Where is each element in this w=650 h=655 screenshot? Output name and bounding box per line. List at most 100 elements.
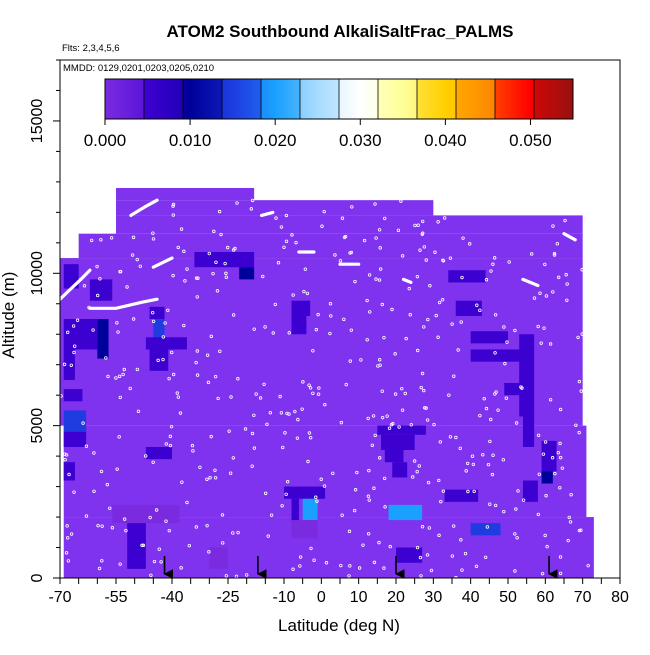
sample-point — [151, 460, 155, 464]
sample-point — [271, 331, 275, 335]
sample-point — [548, 342, 553, 346]
sample-point — [178, 411, 183, 415]
sample-point — [308, 436, 313, 440]
sample-point — [284, 213, 289, 218]
sample-point — [212, 229, 216, 234]
y-axis: 0 5000 10000 15000 — [29, 59, 60, 582]
sample-point — [236, 377, 240, 381]
sample-point — [220, 513, 225, 517]
sample-point — [118, 562, 122, 566]
sample-point — [179, 566, 183, 570]
heatmap-cell — [63, 431, 87, 447]
sample-point — [176, 245, 180, 250]
sample-point — [72, 344, 77, 348]
sample-point — [198, 465, 202, 469]
sample-point — [285, 411, 289, 416]
heatmap-cell — [291, 315, 307, 335]
sample-point — [558, 486, 562, 490]
sample-point — [249, 207, 254, 211]
sample-point — [400, 254, 405, 258]
x-tick-label: 20 — [387, 589, 405, 606]
sample-point — [262, 382, 266, 387]
sample-point — [460, 568, 464, 572]
sample-point — [348, 359, 352, 363]
sample-point — [374, 277, 378, 281]
sample-point — [361, 543, 365, 547]
sample-point — [252, 413, 256, 417]
heatmap-cell — [63, 389, 83, 402]
sample-point — [187, 543, 192, 548]
sample-point — [63, 457, 67, 462]
sample-point — [218, 349, 222, 353]
sample-point — [71, 324, 76, 328]
sample-point — [393, 352, 397, 356]
sample-point — [290, 233, 294, 237]
heatmap-cell — [384, 450, 404, 463]
sample-point — [109, 236, 114, 240]
sample-point — [459, 320, 463, 324]
x-tick-label: -55 — [104, 589, 127, 606]
sample-point — [349, 328, 354, 332]
flight-track — [521, 277, 540, 288]
sample-point — [151, 231, 155, 235]
sample-point — [278, 394, 282, 399]
sample-point — [464, 469, 468, 473]
heatmap-cell — [284, 486, 326, 499]
sample-point — [131, 235, 136, 240]
sample-point — [208, 476, 212, 480]
sample-point — [117, 374, 122, 379]
sample-point — [62, 362, 67, 367]
sample-point — [60, 394, 63, 398]
sample-point — [209, 434, 213, 439]
sample-point — [291, 567, 295, 571]
sample-point — [365, 338, 369, 342]
sample-point — [205, 353, 210, 357]
sample-point — [428, 284, 432, 288]
sample-point — [347, 529, 352, 534]
sample-point — [339, 563, 343, 568]
sample-point — [350, 205, 354, 209]
sample-point — [284, 239, 289, 244]
sample-point — [569, 493, 573, 497]
sample-point — [138, 264, 143, 269]
sample-point — [558, 455, 563, 460]
sample-point — [75, 318, 80, 322]
x-tick-label: -40 — [160, 589, 183, 606]
sample-point — [298, 564, 302, 568]
sample-point — [366, 532, 371, 536]
sample-point — [252, 327, 256, 331]
heatmap-cell — [541, 440, 557, 472]
sample-point — [407, 286, 411, 291]
heatmap-cell — [396, 547, 423, 563]
sample-point — [261, 274, 265, 279]
heatmap-cell — [291, 300, 311, 316]
colorbar-tick-label: 0.000 — [84, 131, 127, 150]
heatmap-cell — [381, 434, 415, 451]
sample-point — [110, 526, 115, 530]
heatmap-cell — [145, 446, 172, 460]
sample-point — [513, 328, 517, 333]
sample-point — [231, 531, 235, 535]
sample-point — [502, 325, 506, 329]
flights-note: Flts: 2,3,4,5,6 — [62, 43, 120, 54]
sample-point — [125, 285, 129, 289]
sample-point — [420, 525, 425, 529]
sample-point — [100, 559, 104, 563]
sample-point — [502, 509, 506, 514]
sample-point — [482, 396, 486, 401]
sample-point — [492, 256, 497, 260]
sample-point — [438, 440, 443, 444]
sample-point — [371, 414, 376, 418]
coverage-row — [78, 233, 583, 259]
sample-point — [543, 440, 548, 444]
sample-point — [441, 259, 446, 263]
sample-point — [166, 308, 170, 313]
heatmap-layer — [60, 187, 594, 578]
sample-point — [217, 209, 222, 214]
sample-point — [380, 415, 385, 420]
colorbar: 0.000 0.010 0.020 0.030 0.040 0.050 — [84, 78, 574, 150]
sample-point — [64, 453, 69, 457]
sample-point — [323, 402, 327, 407]
y-tick-label: 0 — [29, 573, 46, 582]
x-tick-label: 10 — [350, 589, 368, 606]
